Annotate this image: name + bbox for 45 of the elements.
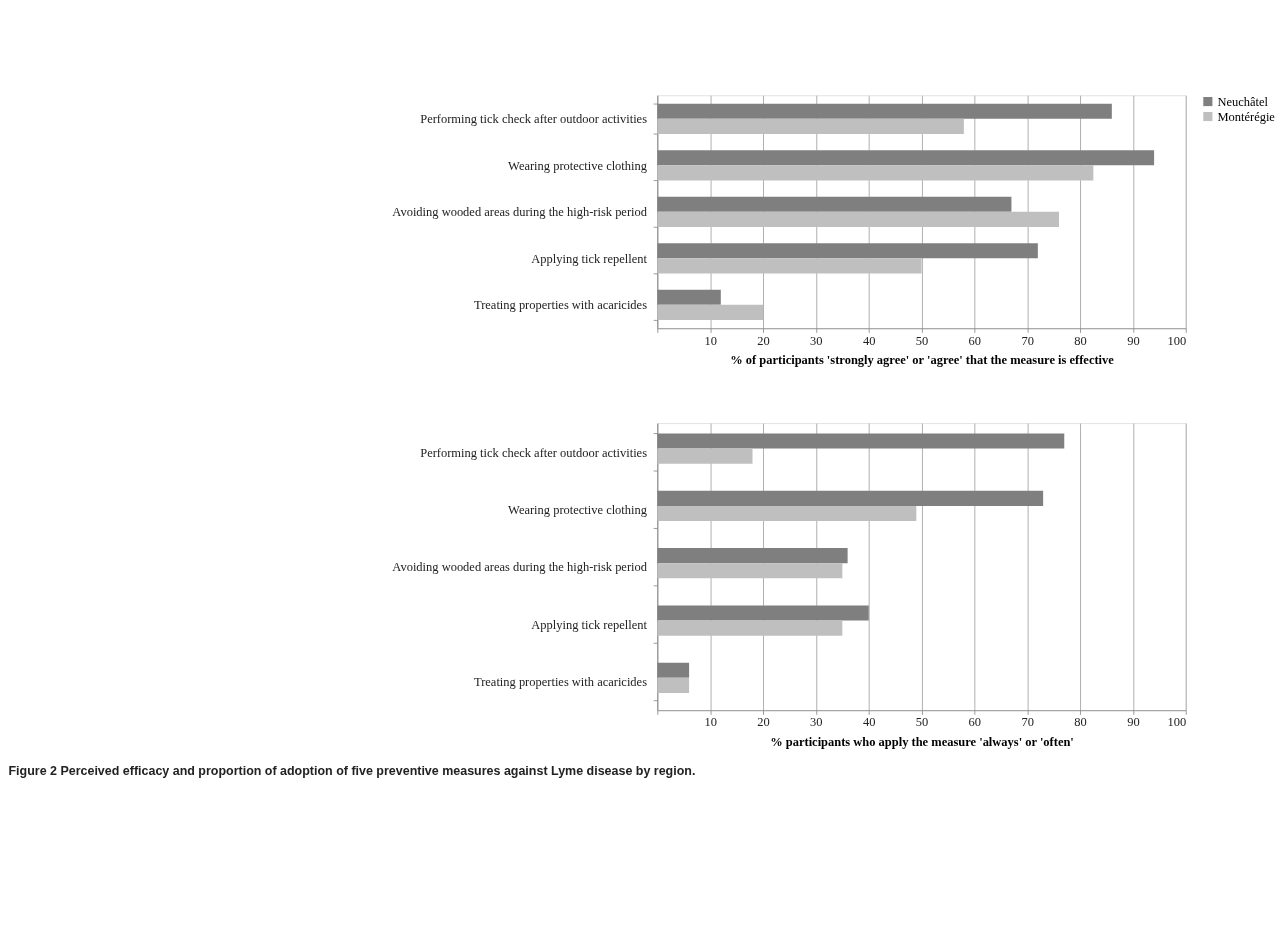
x-tick-label: 30 <box>810 715 823 730</box>
bar <box>657 677 690 693</box>
bar <box>657 620 843 636</box>
bar <box>657 304 764 320</box>
y-tick-label: Performing tick check after outdoor activities <box>420 112 648 127</box>
x-tick-label: 50 <box>915 715 929 730</box>
x-tick-label: 100 <box>1167 715 1187 730</box>
bar <box>657 563 843 579</box>
bar <box>657 448 753 464</box>
x-tick-label: 70 <box>1021 333 1034 348</box>
bar <box>657 211 1059 227</box>
x-tick-label: 20 <box>757 715 770 730</box>
y-tick-label: Performing tick check after outdoor activities <box>420 445 648 460</box>
bar <box>657 258 922 274</box>
x-tick-label: 100 <box>1167 333 1187 348</box>
x-axis-title: % of participants 'strongly agree' or 'agree' that the measure is effective <box>730 352 1115 367</box>
y-tick-label: Treating properties with acaricides <box>473 674 648 689</box>
x-tick-label: 90 <box>1127 715 1140 730</box>
legend-label: Neuchâtel <box>1217 94 1269 109</box>
x-tick-label: 90 <box>1127 333 1140 348</box>
x-tick-label: 20 <box>757 333 770 348</box>
bar <box>657 505 917 522</box>
bar <box>657 118 964 134</box>
x-tick-label: 50 <box>915 333 929 348</box>
x-tick-label: 10 <box>704 333 717 348</box>
legend-label: Montérégie <box>1217 109 1276 124</box>
x-tick-label: 10 <box>704 715 717 730</box>
y-tick-label: Wearing protective clothing <box>508 502 647 517</box>
x-tick-label: 60 <box>968 715 982 730</box>
x-tick-label: 30 <box>810 333 823 348</box>
y-tick-label: Avoiding wooded areas during the high-risk period <box>392 560 648 575</box>
y-tick-label: Avoiding wooded areas during the high-risk period <box>392 205 648 220</box>
bar <box>657 165 1094 181</box>
y-tick-label: Treating properties with acaricides <box>473 298 648 313</box>
x-tick-label: 80 <box>1074 715 1087 730</box>
x-tick-label: 60 <box>968 333 982 348</box>
x-tick-label: 40 <box>862 715 876 730</box>
x-tick-label: 40 <box>862 333 876 348</box>
x-axis-title: % participants who apply the measure 'always' or 'often' <box>770 734 1074 749</box>
y-tick-label: Wearing protective clothing <box>508 158 647 173</box>
y-tick-label: Applying tick repellent <box>531 617 648 632</box>
caption: Figure 2 Perceived efficacy and proportion of adoption of five preventive measures against Lyme disease by region. <box>8 763 696 778</box>
y-tick-label: Applying tick repellent <box>531 251 648 266</box>
x-tick-label: 70 <box>1021 715 1034 730</box>
x-tick-label: 80 <box>1074 333 1087 348</box>
